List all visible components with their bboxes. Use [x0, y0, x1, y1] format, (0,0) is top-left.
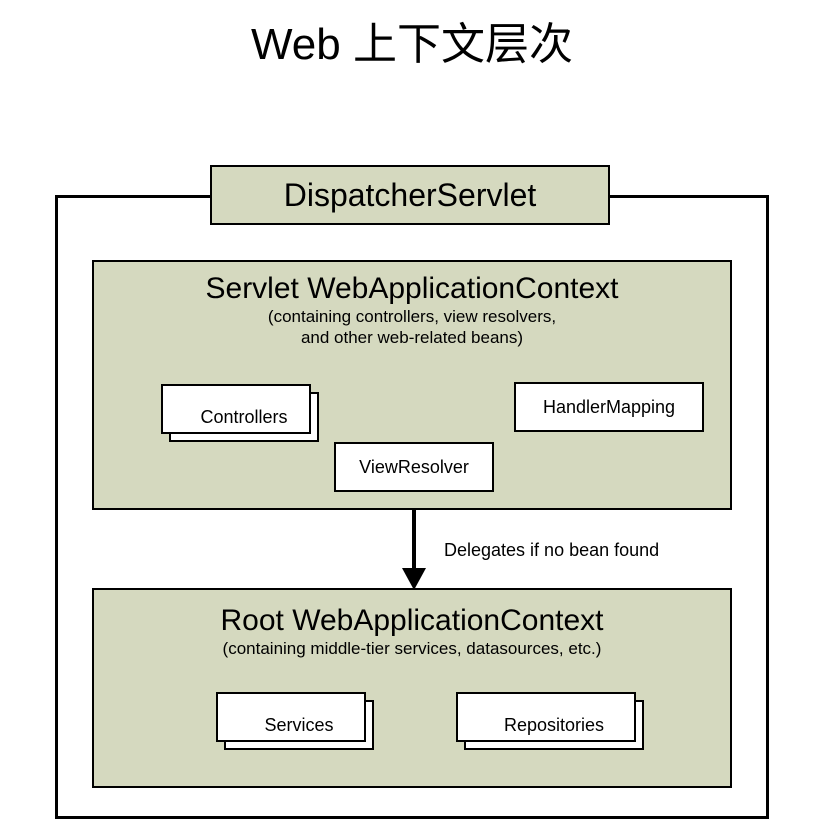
controllers-box: Controllers: [169, 392, 319, 442]
controllers-label: Controllers: [200, 407, 287, 428]
delegation-arrow-head: [402, 568, 426, 590]
page-title: Web 上下文层次: [0, 0, 824, 72]
delegation-arrow-label: Delegates if no bean found: [444, 540, 659, 561]
servlet-context-subtitle: (containing controllers, view resolvers,…: [94, 306, 730, 349]
services-box: Services: [224, 700, 374, 750]
root-context-box: Root WebApplicationContext (containing m…: [92, 588, 732, 788]
handler-mapping-box: HandlerMapping: [514, 382, 704, 432]
dispatcher-label: DispatcherServlet: [284, 177, 537, 214]
repositories-box: Repositories: [464, 700, 644, 750]
repositories-label: Repositories: [504, 715, 604, 736]
dispatcher-servlet-box: DispatcherServlet: [210, 165, 610, 225]
root-context-title: Root WebApplicationContext: [94, 604, 730, 638]
view-resolver-box: ViewResolver: [334, 442, 494, 492]
handler-mapping-label: HandlerMapping: [543, 397, 675, 418]
delegation-arrow-line: [412, 510, 416, 572]
view-resolver-label: ViewResolver: [359, 457, 469, 478]
services-label: Services: [264, 715, 333, 736]
root-context-subtitle: (containing middle-tier services, dataso…: [94, 638, 730, 659]
servlet-context-box: Servlet WebApplicationContext (containin…: [92, 260, 732, 510]
servlet-context-title: Servlet WebApplicationContext: [94, 272, 730, 306]
